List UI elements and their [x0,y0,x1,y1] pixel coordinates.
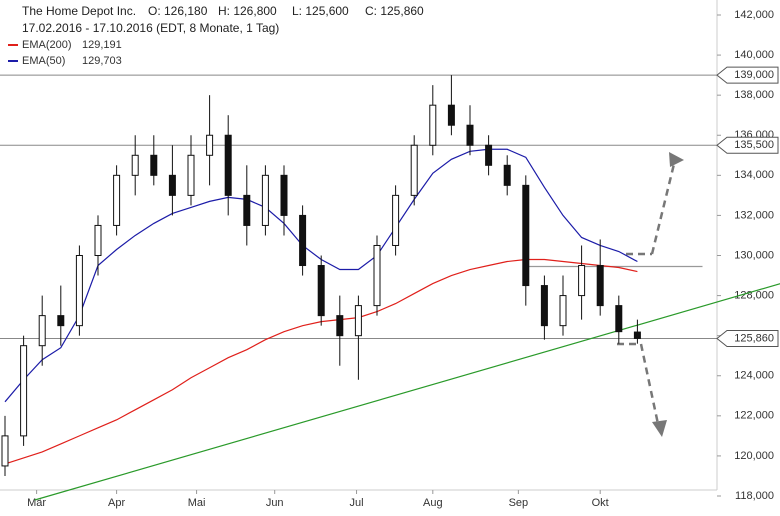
legend-value: 129,703 [82,55,122,67]
arrow-head [652,420,667,437]
open: O: 126,180 [148,4,208,18]
candle-body [336,315,344,337]
x-tick-label: Mär [27,497,46,509]
high: H: 126,800 [218,4,277,18]
candle-body [57,315,65,327]
level-tag [716,329,779,347]
y-tick-label: 134,000 [734,169,774,181]
x-tick-label: Sep [509,497,529,509]
candle-body [187,154,195,196]
candle-body [596,265,604,307]
candle-body [261,174,269,226]
x-tick-label: Mai [188,497,206,509]
y-tick-label: 128,000 [734,289,774,301]
candle-body [410,144,418,196]
candle-body [317,265,325,317]
candle-body [168,174,176,196]
y-tick-label: 118,000 [735,490,774,502]
candle-body [75,255,83,327]
level-tag [716,66,779,84]
level-tag [716,136,779,154]
x-tick-label: Jun [266,497,284,509]
arrow-down [617,342,660,425]
y-tick-label: 132,000 [734,209,774,221]
candle-body [354,305,362,337]
candle-body [559,295,567,327]
arrow-head [669,152,684,167]
candle-body [150,154,158,176]
arrow-up [650,163,676,255]
candle-body [522,184,530,287]
low: L: 125,600 [292,4,349,18]
candle-body [206,134,214,156]
date-range: 17.02.2016 - 17.10.2016 (EDT, 8 Monate, … [22,21,279,35]
y-tick-label: 142,000 [734,9,774,21]
candle-body [94,224,102,256]
candle-body [113,174,121,226]
title: The Home Depot Inc. [22,4,136,18]
y-tick-label: 130,000 [734,249,774,261]
x-tick-label: Apr [108,497,125,509]
candle-body [243,194,251,226]
x-tick-label: Jul [350,497,364,509]
candle-body [280,174,288,216]
candle-body [447,104,455,126]
candle-body [131,154,139,176]
candle-body [503,164,511,186]
candle-body [299,214,307,267]
candle-body [485,144,493,166]
candle-body [392,194,400,246]
y-tick-label: 122,000 [734,410,774,422]
candle-body [20,345,28,437]
level-label: 125,860 [734,332,774,344]
candle-body [1,435,9,467]
arrows [617,163,676,425]
trendline [34,283,780,501]
close: C: 125,860 [365,4,424,18]
x-tick-label: Aug [423,497,443,509]
y-tick-label: 138,000 [734,89,774,101]
level-label: 139,000 [734,69,774,81]
candle-body [429,104,437,146]
candle-body [633,331,641,339]
candle-body [373,244,381,307]
candle-body [578,265,586,297]
candle-body [466,124,474,146]
level-label: 135,500 [734,139,774,151]
candle-body [540,285,548,327]
candle-body [38,315,46,347]
x-tick-label: Okt [592,497,609,509]
legend-name: EMA(200) [22,39,72,51]
candle-body [224,134,232,196]
legend-name: EMA(50) [22,55,65,67]
y-tick-label: 124,000 [734,370,774,382]
y-tick-label: 120,000 [734,450,774,462]
y-tick-label: 140,000 [734,49,774,61]
candle-body [615,305,623,333]
legend-value: 129,191 [82,39,122,51]
